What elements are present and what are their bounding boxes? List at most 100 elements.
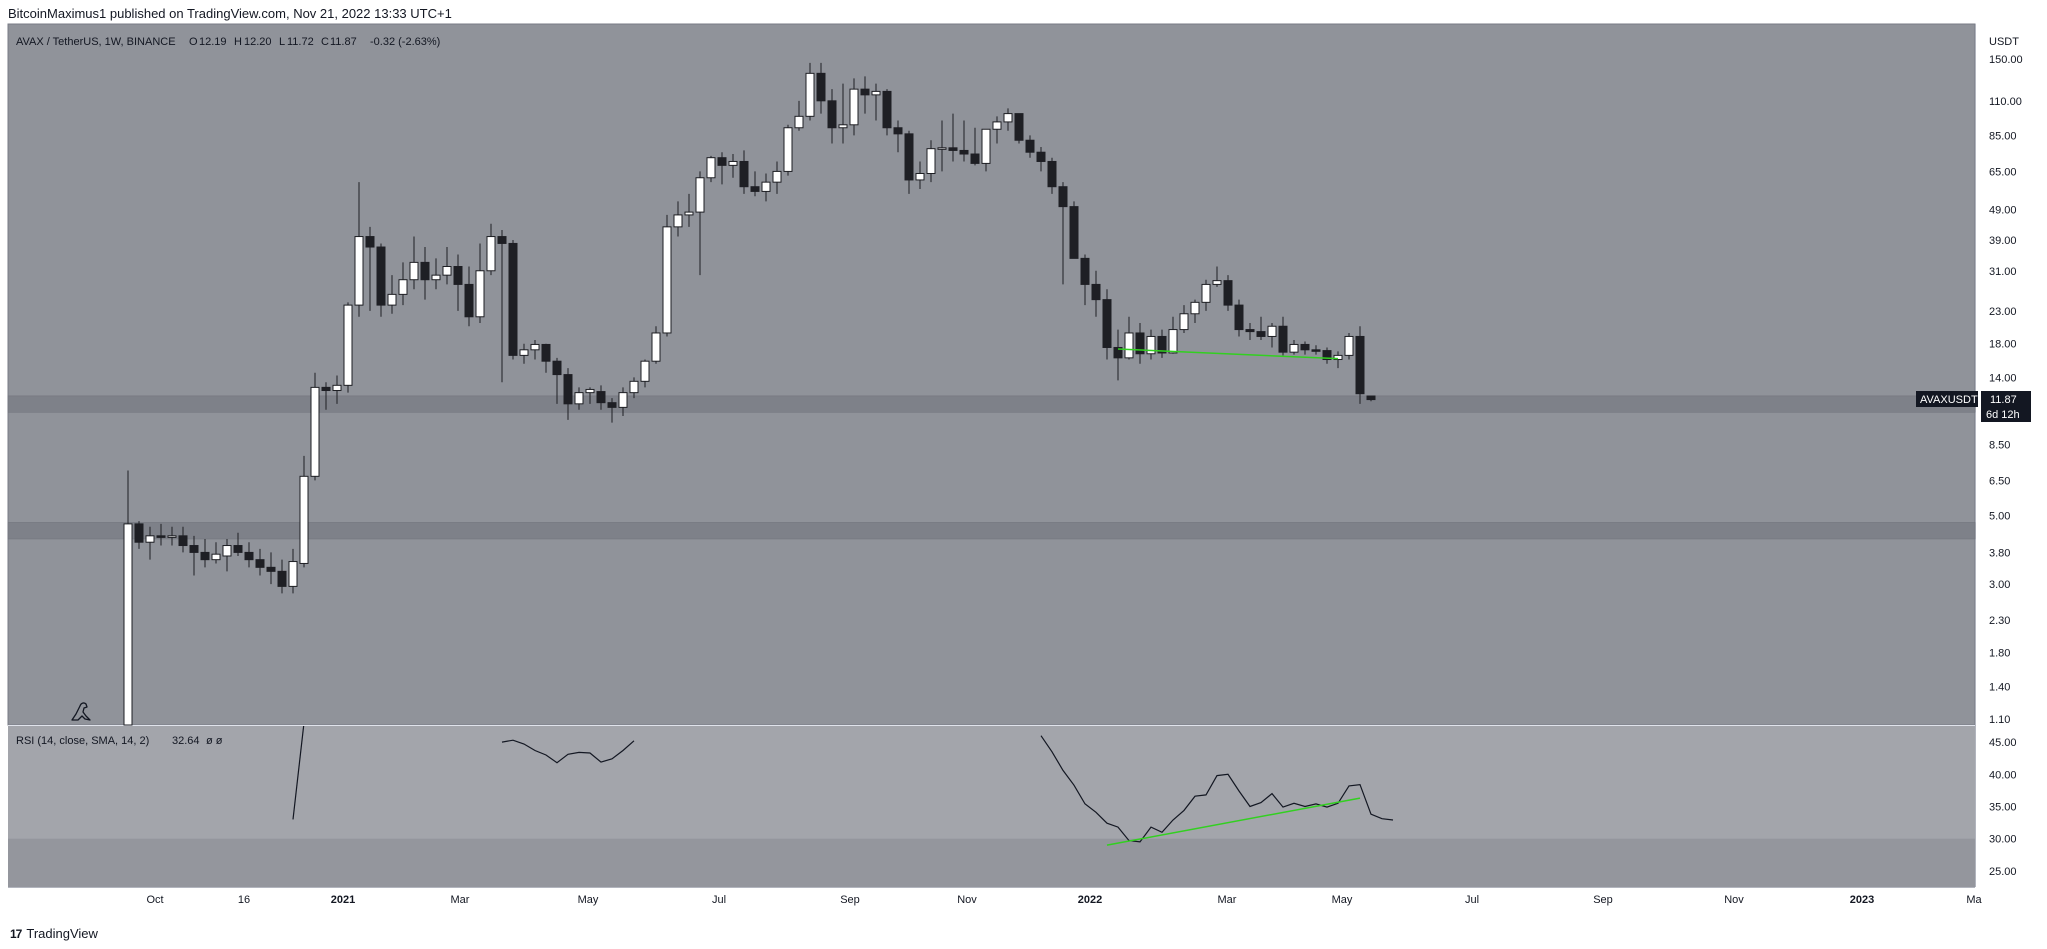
candle-body-up bbox=[1344, 335, 1354, 356]
candle-body-down bbox=[1234, 304, 1244, 331]
candle-body-up bbox=[761, 181, 771, 192]
candle-body-down bbox=[970, 153, 980, 164]
candle bbox=[1256, 316, 1266, 341]
candle bbox=[1080, 254, 1090, 306]
candle bbox=[959, 120, 969, 162]
candle-body-down bbox=[200, 551, 210, 561]
candle bbox=[464, 266, 474, 327]
rsi-oversold-band bbox=[8, 838, 1975, 887]
candle bbox=[1014, 113, 1024, 144]
candle-body-down bbox=[453, 266, 463, 285]
candle-body-down bbox=[959, 149, 969, 155]
candle bbox=[970, 127, 980, 166]
time-tick-label: Sep bbox=[1593, 894, 1613, 906]
dinosaur-icon[interactable] bbox=[71, 702, 91, 721]
candle bbox=[849, 78, 859, 136]
candle bbox=[1025, 135, 1035, 158]
candle-body-down bbox=[189, 545, 199, 553]
time-tick-label: Sep bbox=[840, 894, 860, 906]
candle bbox=[1322, 347, 1332, 364]
candle bbox=[981, 128, 991, 172]
candle bbox=[695, 171, 705, 276]
low-label: L bbox=[279, 36, 285, 48]
candle bbox=[904, 130, 914, 194]
candle-body-up bbox=[981, 128, 991, 164]
candle-body-up bbox=[673, 214, 683, 228]
time-tick-label: Nov bbox=[957, 894, 977, 906]
candle bbox=[838, 83, 848, 144]
candle bbox=[816, 62, 826, 114]
candle bbox=[211, 542, 221, 564]
candle bbox=[255, 548, 265, 576]
candle bbox=[310, 372, 320, 481]
open-value: 12.19 bbox=[199, 36, 227, 48]
candle-body-down bbox=[1102, 299, 1112, 348]
time-tick-label: Ma bbox=[1966, 894, 1982, 906]
candle bbox=[805, 62, 815, 121]
candle-body-down bbox=[882, 90, 892, 129]
price-tick-label: 49.00 bbox=[1989, 204, 2017, 216]
price-tick-label: 3.00 bbox=[1989, 579, 2010, 591]
candle-body-down bbox=[277, 570, 287, 587]
candle-body-up bbox=[783, 127, 793, 172]
candle-body-up bbox=[387, 293, 397, 306]
candle-body-down bbox=[1366, 395, 1376, 401]
candle bbox=[607, 398, 617, 423]
price-tick-label: 14.00 bbox=[1989, 372, 2017, 384]
candle bbox=[1289, 340, 1299, 355]
candle bbox=[200, 538, 210, 568]
candle bbox=[222, 538, 232, 572]
candle bbox=[376, 243, 386, 317]
candle-body-down bbox=[1047, 160, 1057, 188]
candle-body-up bbox=[937, 147, 947, 150]
currency-label: USDT bbox=[1989, 36, 2019, 48]
close-value: 11.87 bbox=[330, 36, 357, 48]
price-axis[interactable]: 150.00 110.00 85.00 65.00 49.00 39.00 31.00 23.… bbox=[1989, 54, 2023, 726]
candle-body-up bbox=[1201, 283, 1211, 303]
rsi-line-segment bbox=[1040, 735, 1394, 843]
support-zone bbox=[7, 522, 1976, 540]
rsi-tick-label: 40.00 bbox=[1989, 769, 2017, 781]
candle bbox=[1036, 146, 1046, 172]
candle-body-up bbox=[585, 388, 595, 394]
candle bbox=[1366, 395, 1376, 402]
candle bbox=[717, 152, 727, 185]
candle-body-down bbox=[739, 160, 749, 188]
time-axis[interactable]: Oct 16 2021 Mar May Jul Sep Nov 2022 Mar May Jul Sep… bbox=[146, 894, 1982, 906]
rsi-axis[interactable]: 45.00 40.00 35.00 30.00 25.00 bbox=[1989, 737, 2017, 878]
price-pane-background[interactable] bbox=[8, 24, 1975, 725]
candle bbox=[1234, 299, 1244, 337]
price-tick-label: 85.00 bbox=[1989, 130, 2017, 142]
tradingview-brand[interactable]: 17 TradingView bbox=[10, 926, 98, 941]
candle bbox=[761, 173, 771, 202]
candle-body-up bbox=[310, 386, 320, 477]
candle bbox=[1223, 275, 1233, 311]
candle-body-up bbox=[1212, 280, 1222, 285]
candle-body-down bbox=[1113, 346, 1123, 359]
candle bbox=[1168, 316, 1178, 354]
candle-body-down bbox=[233, 545, 243, 553]
candle-body-down bbox=[1223, 280, 1233, 306]
candle-body-down bbox=[860, 88, 870, 96]
candle-body-up bbox=[1168, 329, 1178, 354]
candle-body-up bbox=[871, 90, 881, 96]
candle-body-up bbox=[992, 121, 1002, 130]
last-price-tag: AVAXUSDT 11.87 6d 12h bbox=[1916, 391, 2031, 422]
time-tick-label: Jul bbox=[712, 894, 726, 906]
candle-body-up bbox=[1003, 113, 1013, 123]
candle-body-up bbox=[1289, 343, 1299, 353]
candle bbox=[948, 113, 958, 162]
candle bbox=[1333, 351, 1343, 369]
rsi-value: 32.64 bbox=[172, 735, 200, 747]
candle-body-up bbox=[849, 88, 859, 126]
price-tick-label: 18.00 bbox=[1989, 339, 2017, 351]
rsi-tick-label: 30.00 bbox=[1989, 834, 2017, 846]
candle bbox=[1091, 270, 1101, 317]
candle-body-down bbox=[134, 523, 144, 543]
candle-body-up bbox=[629, 380, 639, 394]
change-value: -0.32 (-2.63%) bbox=[370, 36, 440, 48]
candle bbox=[937, 120, 947, 172]
candle bbox=[728, 154, 738, 178]
candle-body-up bbox=[145, 535, 155, 543]
